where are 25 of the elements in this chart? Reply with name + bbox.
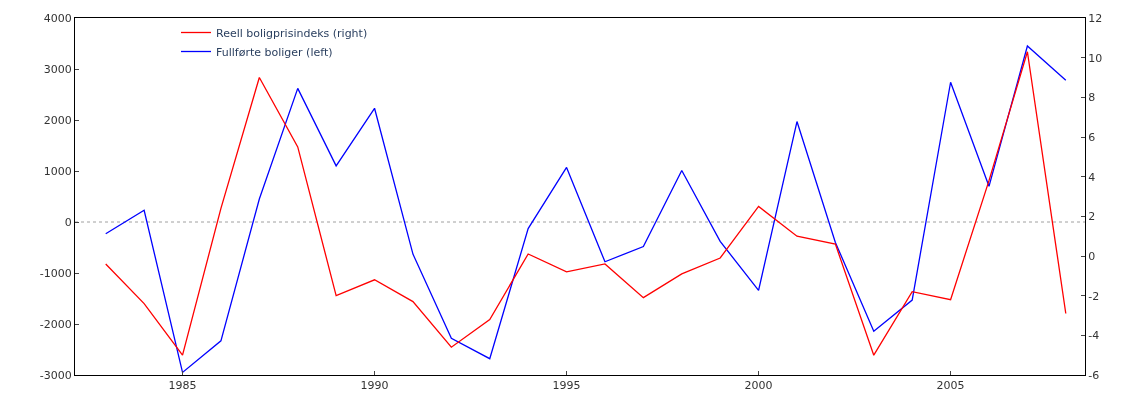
y-tick-label: 3000 xyxy=(43,62,72,76)
y2-tick-label: 4 xyxy=(1088,170,1096,184)
x-tick-label: 2000 xyxy=(744,379,773,393)
legend-label: Reell boligprisindeks (right) xyxy=(216,26,368,40)
x-tick-label: 1995 xyxy=(552,379,581,393)
y-tick-label: -3000 xyxy=(39,368,72,382)
x-tick-label: 2005 xyxy=(936,379,965,393)
legend-label: Fullførte boliger (left) xyxy=(216,45,333,59)
y2-tick-label: 8 xyxy=(1088,91,1096,105)
y2-tick-label: 6 xyxy=(1088,130,1096,144)
y2-tick-label: -2 xyxy=(1088,289,1100,303)
y2-tick-label: 10 xyxy=(1088,51,1103,65)
y2-tick-label: 12 xyxy=(1088,11,1103,25)
y-tick-label: 4000 xyxy=(43,11,72,25)
y-tick-label: 0 xyxy=(64,215,72,229)
y2-tick-label: 0 xyxy=(1088,249,1096,263)
y-tick-label: -2000 xyxy=(39,317,72,331)
x-tick-label: 1985 xyxy=(168,379,197,393)
y-tick-label: 2000 xyxy=(43,113,72,127)
y2-tick-label: -4 xyxy=(1088,329,1100,343)
y2-tick-label: 2 xyxy=(1088,210,1096,224)
y-tick-label: -1000 xyxy=(39,266,72,280)
y-tick-label: 1000 xyxy=(43,164,72,178)
x-tick-label: 1990 xyxy=(360,379,389,393)
y2-tick-label: -6 xyxy=(1088,368,1100,382)
